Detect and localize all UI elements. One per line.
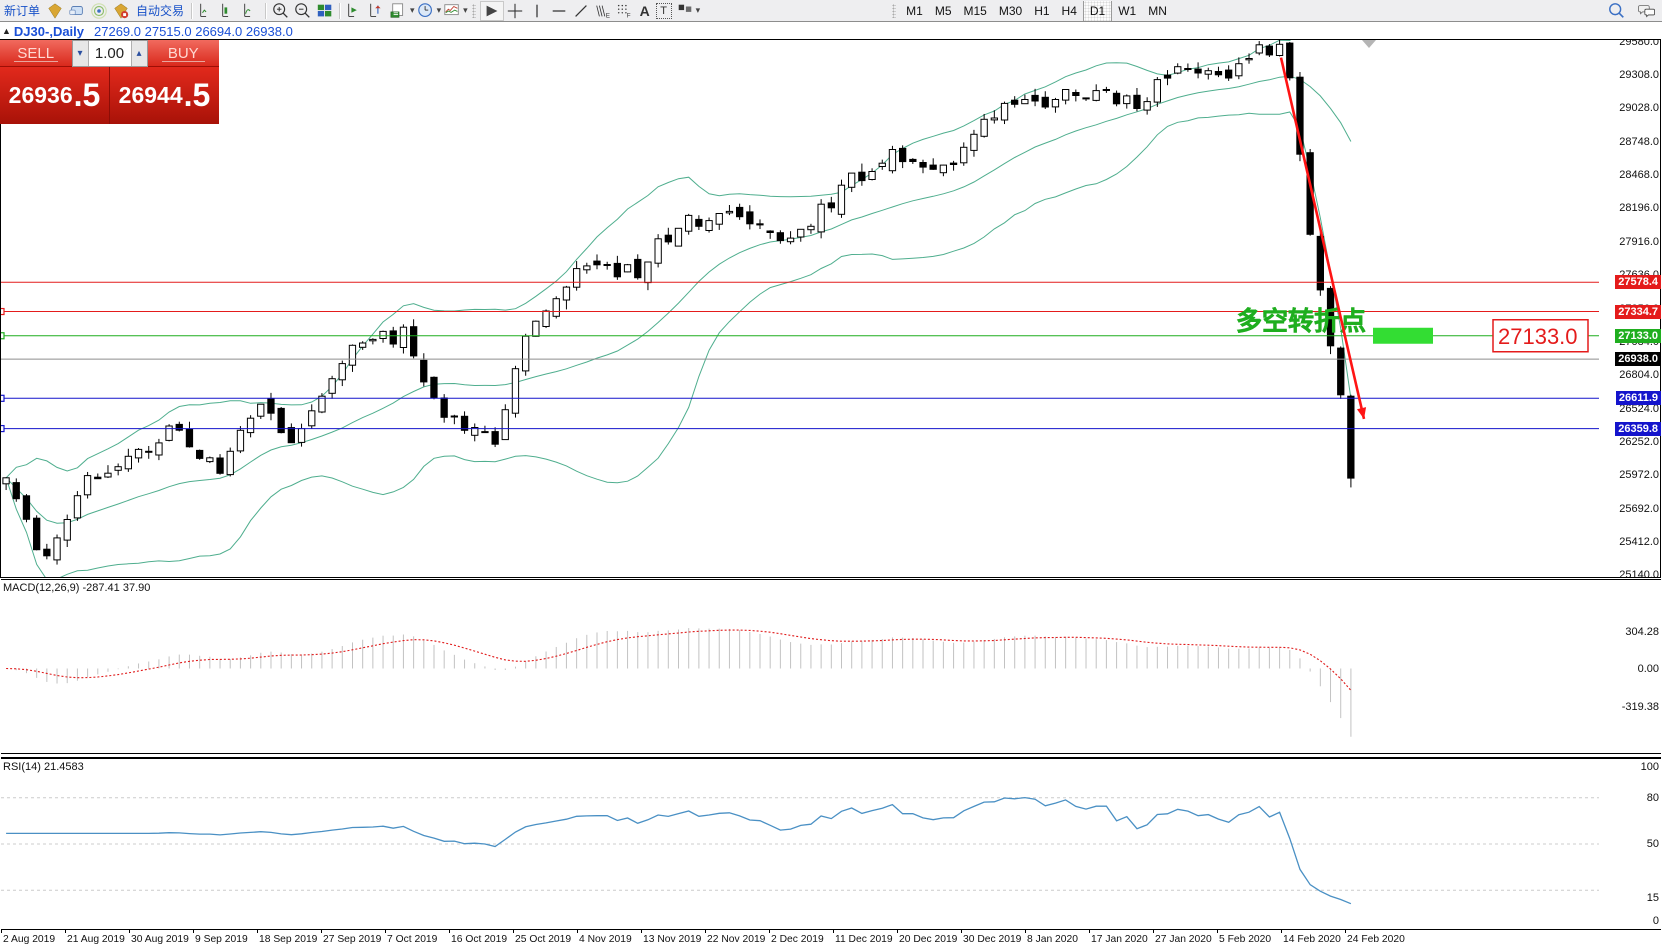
- svg-text:E: E: [605, 12, 609, 19]
- svg-text:多空转折点: 多空转折点: [1236, 306, 1366, 336]
- svg-text:27133.0: 27133.0: [1498, 324, 1578, 349]
- svg-text:F: F: [626, 12, 630, 19]
